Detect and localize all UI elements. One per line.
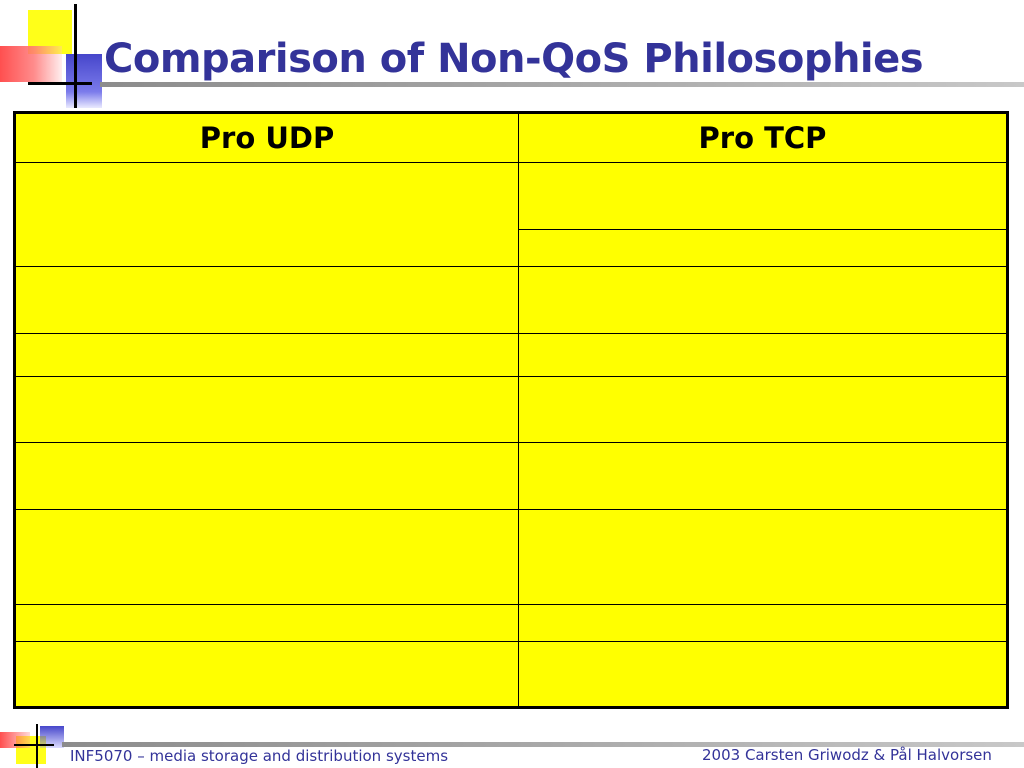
logo-horizontal-line (28, 82, 92, 85)
row-divider (13, 333, 1009, 334)
logo-vertical-line (74, 4, 77, 108)
column-divider (518, 111, 519, 709)
row-divider (13, 641, 1009, 642)
logo-red-bar (0, 46, 62, 82)
row-divider (13, 376, 1009, 377)
title-rule (100, 82, 1024, 87)
row-divider-right (518, 229, 1009, 230)
footer-rule (62, 742, 1024, 747)
row-divider (13, 509, 1009, 510)
footer-logo-blue (40, 726, 64, 748)
column-header-pro-tcp: Pro TCP (698, 121, 827, 155)
row-divider (13, 442, 1009, 443)
row-divider (13, 162, 1009, 163)
logo-blue-bar (66, 54, 102, 108)
comparison-table (13, 111, 1009, 709)
footer-logo-vertical-line (36, 724, 38, 768)
footer-course: INF5070 – media storage and distribution… (70, 747, 449, 765)
row-divider (13, 266, 1009, 267)
slide-title: Comparison of Non-QoS Philosophies (104, 36, 924, 82)
row-divider (13, 604, 1009, 605)
column-header-pro-udp: Pro UDP (199, 121, 335, 155)
footer-logo-horizontal-line (14, 744, 54, 746)
footer-copyright: 2003 Carsten Griwodz & Pål Halvorsen (702, 746, 992, 764)
